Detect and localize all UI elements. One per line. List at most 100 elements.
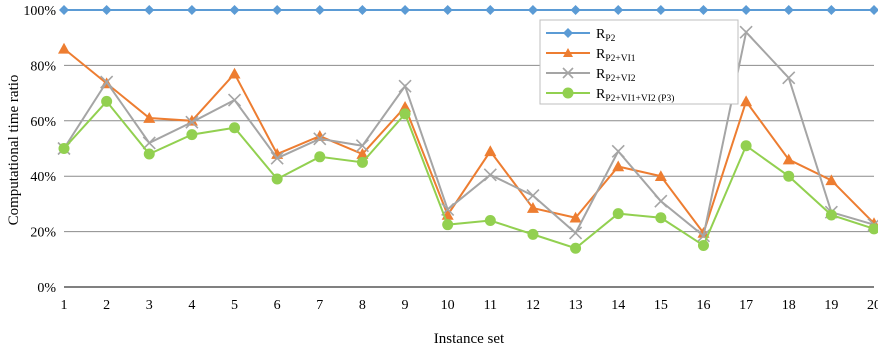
x-tick-label: 20	[867, 298, 878, 313]
data-point	[655, 212, 667, 224]
legend-marker	[563, 28, 573, 38]
data-point	[229, 122, 241, 134]
x-tick-label: 15	[654, 298, 668, 313]
y-tick-label: 100%	[23, 4, 56, 19]
y-tick-label: 40%	[30, 170, 56, 185]
legend-marker	[563, 48, 573, 57]
data-point	[271, 173, 283, 185]
data-point	[783, 170, 795, 182]
x-tick-label: 10	[441, 298, 455, 313]
data-point	[612, 160, 625, 172]
data-point	[484, 145, 497, 157]
x-tick-label: 12	[526, 298, 540, 313]
x-tick-label: 13	[569, 298, 583, 313]
x-tick-label: 3	[146, 298, 153, 313]
y-axis-title: Computational time ratio	[6, 75, 22, 226]
x-tick-label: 14	[611, 298, 625, 313]
data-point	[740, 95, 753, 107]
series-p2-vi1-vi2-p3-	[58, 95, 878, 254]
data-point	[357, 5, 368, 15]
x-tick-label: 6	[274, 298, 281, 313]
x-tick-label: 5	[231, 298, 238, 313]
data-point	[783, 5, 794, 15]
data-point	[826, 5, 837, 15]
data-point	[612, 208, 624, 220]
data-point	[654, 170, 667, 181]
legend-label: RP2+VI1+VI2 (P3)	[596, 87, 674, 104]
y-tick-label: 0%	[37, 281, 56, 296]
data-point	[143, 148, 155, 160]
data-point	[229, 5, 240, 15]
data-point	[527, 228, 539, 240]
data-point	[186, 129, 198, 141]
x-tick-label: 16	[696, 298, 710, 313]
legend-label: RP2	[596, 27, 616, 44]
data-point	[740, 140, 752, 152]
data-point	[272, 5, 283, 15]
data-point	[228, 67, 241, 79]
legend-item: RP2+VI1+VI2 (P3)	[546, 87, 674, 104]
y-tick-label: 20%	[30, 226, 56, 241]
data-point	[400, 5, 411, 15]
x-tick-label: 11	[484, 298, 497, 313]
data-point	[398, 79, 412, 93]
data-point	[185, 115, 199, 129]
data-point	[868, 223, 878, 235]
data-point	[484, 215, 496, 227]
data-point	[570, 5, 581, 15]
legend: RP2 RP2+VI1 RP2+VI2 RP2+VI1+VI2 (P3)	[539, 19, 739, 105]
data-point	[697, 239, 709, 251]
legend-marker	[562, 67, 574, 79]
data-point	[313, 132, 327, 146]
legend-label: RP2+VI2	[596, 67, 636, 84]
legend-label: RP2+VI1	[596, 47, 636, 64]
data-point	[655, 5, 666, 15]
x-tick-label: 8	[359, 298, 366, 313]
data-point	[442, 219, 454, 231]
data-point	[526, 189, 540, 203]
x-tick-label: 2	[103, 298, 110, 313]
series-group	[57, 5, 878, 254]
data-point	[58, 143, 70, 154]
x-tick-label: 19	[824, 298, 838, 313]
data-point	[696, 229, 711, 243]
y-axis-ticks: 0% 20% 40% 60% 80% 100%	[23, 4, 56, 296]
x-tick-label: 18	[782, 298, 796, 313]
data-point	[101, 5, 112, 15]
data-point	[227, 93, 242, 107]
data-point	[739, 25, 753, 39]
data-point	[483, 168, 497, 182]
x-tick-label: 7	[316, 298, 323, 313]
y-tick-label: 80%	[30, 59, 56, 74]
data-point	[741, 5, 752, 15]
data-point	[142, 136, 156, 150]
x-tick-label: 1	[61, 298, 68, 313]
data-point	[442, 5, 453, 15]
data-point	[314, 151, 326, 163]
data-point	[654, 194, 668, 208]
x-axis-ticks: 1 2 3 4 5 6 7 8 9 10 11 12 13 14 15 16 17 18 19 20	[61, 298, 878, 313]
data-point	[100, 75, 114, 89]
y-tick-label: 60%	[30, 115, 56, 130]
series-p2	[59, 5, 878, 15]
data-point	[59, 5, 69, 15]
data-point	[485, 5, 496, 15]
data-point	[399, 108, 411, 120]
data-point	[356, 148, 369, 159]
series-line	[63, 99, 875, 250]
data-point	[144, 5, 155, 15]
data-point	[58, 42, 70, 54]
data-point	[186, 5, 197, 15]
data-point	[825, 209, 837, 221]
data-point	[698, 5, 709, 15]
series-line	[63, 48, 875, 236]
data-point	[782, 71, 796, 85]
legend-item: RP2+VI2	[546, 67, 636, 84]
data-point	[270, 151, 284, 165]
data-point	[613, 5, 624, 15]
data-point	[356, 156, 368, 168]
data-point	[526, 202, 539, 213]
data-point	[611, 144, 625, 158]
x-tick-label: 9	[402, 298, 409, 313]
